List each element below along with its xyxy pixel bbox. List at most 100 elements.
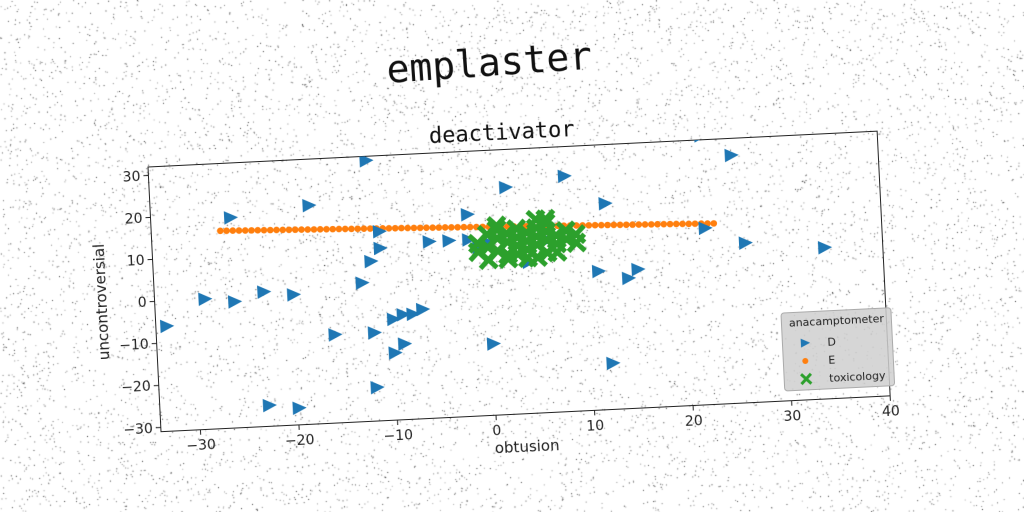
series-e-point	[291, 226, 299, 234]
x-tick-label: −30	[186, 437, 216, 454]
x-tick-label: 0	[492, 423, 502, 439]
series-d-point	[388, 346, 403, 360]
series-d-point	[631, 262, 646, 277]
series-e-point	[235, 227, 243, 234]
series-e-point	[341, 225, 349, 233]
series-toxicology-point	[497, 248, 519, 270]
series-d-point	[159, 319, 175, 334]
series-d-point	[292, 401, 307, 416]
series-d-point	[498, 180, 514, 195]
series-e-point	[354, 225, 361, 233]
y-tick-label: 30	[122, 169, 141, 186]
series-d-point	[606, 356, 621, 371]
series-e-point	[216, 227, 224, 235]
series-e-point	[604, 221, 611, 229]
series-d-point	[257, 285, 272, 299]
series-e-point	[423, 224, 430, 232]
series-d-point	[302, 198, 317, 213]
series-e-point	[410, 224, 418, 232]
series-e-point	[591, 221, 599, 229]
series-toxicology-point	[507, 243, 529, 265]
series-e-point	[448, 224, 455, 231]
series-e-point	[273, 226, 280, 234]
series-d-point	[223, 211, 239, 225]
legend-box	[780, 307, 895, 392]
series-d-point	[738, 236, 753, 250]
series-e-point	[254, 226, 262, 234]
series-d-point	[724, 148, 739, 163]
series-e-point	[623, 221, 630, 229]
y-tick-label: −30	[123, 421, 153, 438]
series-d-point	[262, 398, 277, 413]
series-e-point	[654, 220, 661, 228]
series-e-point	[348, 225, 355, 233]
series-e-point	[310, 226, 318, 233]
series-d-point	[386, 312, 402, 327]
series-e-point	[660, 220, 668, 228]
series-d-point	[460, 208, 475, 222]
series-d-point	[406, 307, 421, 322]
series-e-point	[460, 223, 468, 231]
y-tick-label: −10	[119, 337, 149, 354]
series-e-point	[260, 226, 268, 234]
plot-frame	[147, 130, 891, 433]
series-d-point	[355, 276, 370, 290]
legend-label-d: D	[827, 335, 836, 348]
series-d-point	[461, 233, 477, 247]
series-toxicology-point	[486, 215, 507, 236]
series-d-point	[328, 328, 343, 342]
series-e-point	[398, 224, 405, 232]
x-tick-label: 30	[783, 408, 802, 425]
legend-marker-toxicology	[800, 372, 813, 386]
series-e-point	[429, 224, 436, 231]
y-tick-label: −20	[121, 379, 151, 396]
series-d-point	[817, 241, 833, 255]
series-e-point	[404, 224, 411, 232]
series-e-point	[304, 226, 312, 233]
y-tick-label: 0	[137, 295, 147, 311]
x-axis-label: obtusion	[494, 436, 560, 457]
series-e-point	[416, 224, 424, 232]
series-d-point	[397, 337, 413, 351]
x-tick-label: −20	[285, 432, 315, 449]
series-d-point	[415, 302, 431, 317]
series-e-point	[391, 224, 399, 232]
series-d-point	[286, 288, 302, 302]
legend-marker-d	[800, 338, 811, 348]
series-d-point	[198, 292, 213, 307]
series-toxicology-point	[467, 241, 489, 263]
series-e-point	[248, 227, 255, 234]
series-e-point	[385, 224, 393, 232]
legend-title: anacamptometer	[789, 312, 885, 330]
y-axis-label: uncontroversial	[90, 243, 114, 360]
series-e-point	[672, 220, 680, 228]
series-e-point	[647, 221, 655, 228]
series-d-point	[591, 264, 607, 279]
series-d-point	[373, 241, 388, 256]
series-e-point	[666, 220, 674, 228]
series-toxicology-point	[527, 247, 548, 268]
series-e-point	[679, 220, 686, 228]
series-toxicology-point	[535, 208, 556, 230]
series-e-point	[610, 221, 618, 229]
series-e-point	[641, 221, 649, 228]
series-d-point	[227, 295, 243, 309]
legend-label-toxicology: toxicology	[829, 369, 886, 385]
series-toxicology-point	[546, 241, 568, 263]
series-e-point	[454, 223, 461, 231]
series-d-point	[422, 235, 437, 249]
series-d-point	[367, 326, 382, 340]
series-e-point	[223, 227, 230, 235]
series-e-point	[441, 224, 449, 231]
series-e-point	[466, 223, 474, 231]
scatter-plot: deactivator−30 −20 −10 0 10 20 30 40−30−20−1001…	[90, 117, 900, 457]
series-e-point	[360, 225, 368, 232]
series-d-point	[396, 308, 411, 322]
series-d-point	[598, 197, 613, 211]
series-e-point	[435, 224, 443, 231]
series-e-point	[629, 221, 636, 228]
series-e-point	[710, 220, 718, 227]
x-tick-label: 20	[685, 413, 704, 430]
x-tick-label: −10	[383, 427, 413, 444]
series-d-point	[557, 169, 572, 184]
